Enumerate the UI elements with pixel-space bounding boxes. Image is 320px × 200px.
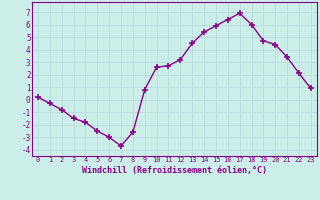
X-axis label: Windchill (Refroidissement éolien,°C): Windchill (Refroidissement éolien,°C) xyxy=(82,166,267,175)
